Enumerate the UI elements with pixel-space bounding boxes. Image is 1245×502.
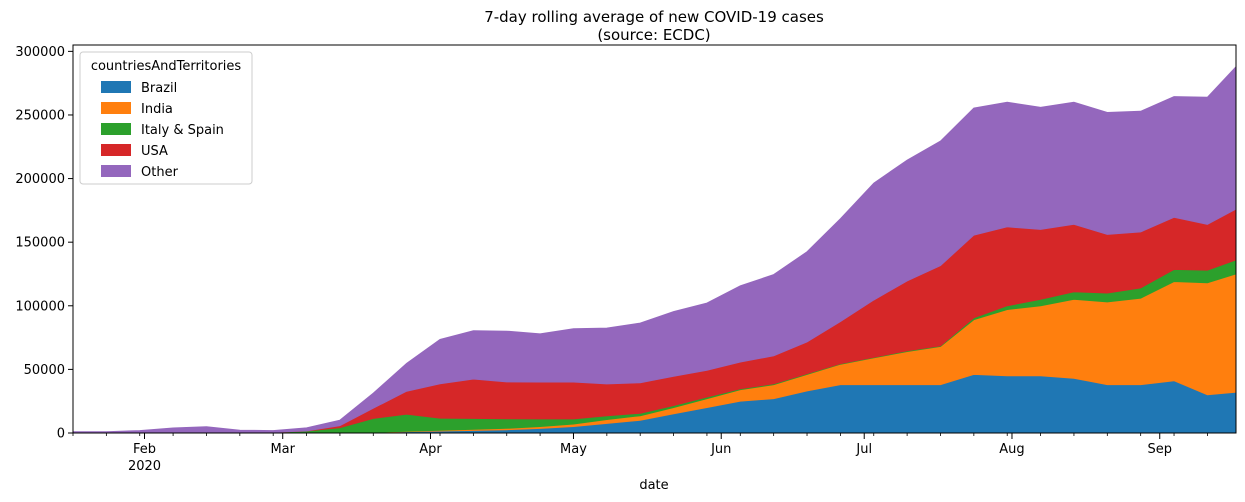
legend-title: countriesAndTerritories	[91, 59, 242, 74]
x-axis-label: date	[639, 478, 668, 493]
legend-items: Brazil India Italy & Spain USA Other	[101, 81, 224, 180]
legend-label: USA	[141, 144, 168, 159]
y-tick-label: 100000	[15, 299, 65, 314]
plot-frame	[72, 44, 1237, 434]
legend-swatch	[101, 144, 131, 156]
x-tick-label: Jun	[710, 442, 731, 457]
x-axis: Feb 2020 Mar Apr May Jun Jul Aug Sep	[72, 433, 1208, 474]
legend-swatch	[101, 123, 131, 135]
chart-subtitle: (source: ECDC)	[597, 26, 710, 44]
y-tick-label: 300000	[15, 45, 65, 60]
y-tick-label: 50000	[24, 363, 65, 378]
legend: countriesAndTerritories Brazil India Italy…	[79, 51, 253, 185]
x-tick-label: Feb	[133, 442, 156, 457]
y-tick-label: 150000	[15, 236, 65, 251]
y-tick-label: 200000	[15, 172, 65, 187]
legend-swatch	[101, 81, 131, 93]
x-tick-label: Jul	[855, 442, 872, 457]
legend-label: Italy & Spain	[141, 123, 224, 138]
y-axis: 0 50000 100000 150000 200000 250000 300000	[15, 45, 73, 442]
x-tick-label: May	[560, 442, 587, 457]
x-tick-year-label: 2020	[128, 459, 161, 474]
legend-swatch	[101, 165, 131, 177]
y-tick-label: 250000	[15, 108, 65, 123]
x-tick-label: Aug	[999, 442, 1024, 457]
x-tick-label: Mar	[270, 442, 295, 457]
legend-swatch	[101, 102, 131, 114]
chart-title: 7-day rolling average of new COVID-19 ca…	[484, 8, 824, 26]
legend-label: Other	[141, 165, 179, 180]
legend-label: India	[141, 102, 173, 117]
y-tick-label: 0	[57, 427, 65, 442]
legend-label: Brazil	[141, 81, 177, 96]
x-tick-label: Sep	[1147, 442, 1172, 457]
x-tick-label: Apr	[419, 442, 442, 457]
